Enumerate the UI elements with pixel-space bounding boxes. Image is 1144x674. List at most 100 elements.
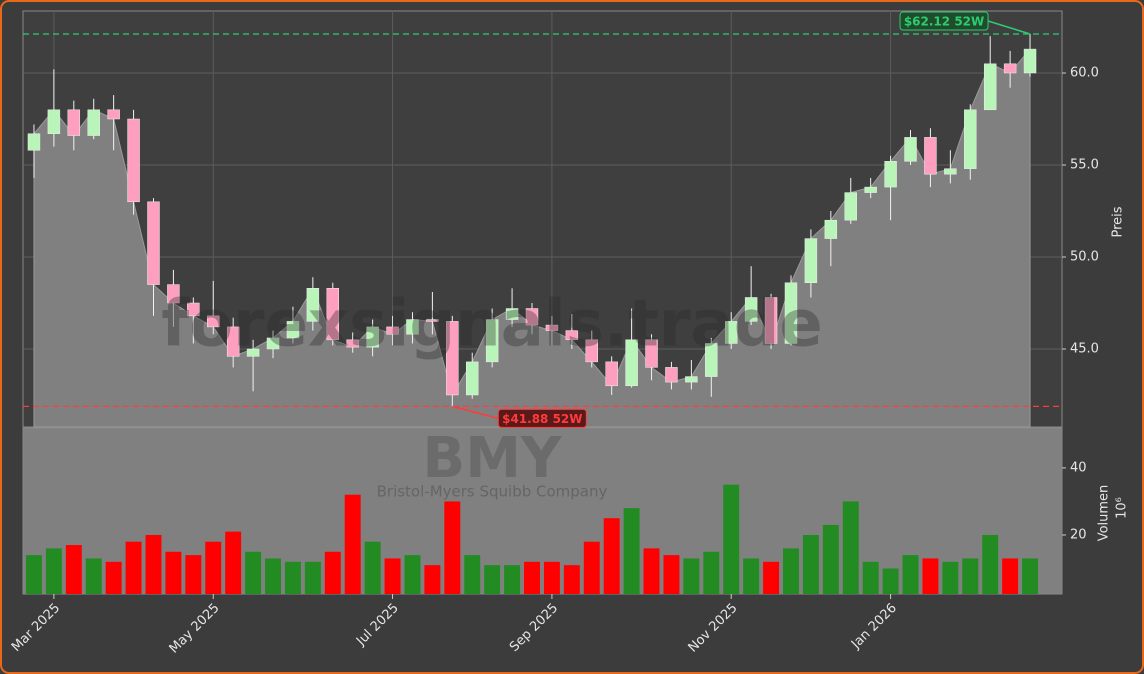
candle-body bbox=[246, 348, 260, 357]
candle-body bbox=[127, 118, 140, 203]
y-tick-label: 50.0 bbox=[1070, 249, 1099, 264]
candle-body bbox=[744, 297, 758, 322]
y-tick-label: 55.0 bbox=[1070, 157, 1099, 172]
volume-bar bbox=[205, 541, 222, 594]
candle-body bbox=[764, 297, 778, 344]
candle-body bbox=[804, 238, 818, 284]
volume-bar bbox=[862, 561, 879, 594]
candle-body bbox=[724, 321, 738, 344]
candle-body bbox=[505, 308, 519, 320]
candle-body bbox=[585, 339, 598, 363]
volume-bar bbox=[304, 561, 321, 594]
y2-unit: 10⁶ bbox=[1115, 497, 1130, 519]
candle-body bbox=[844, 192, 857, 221]
candle-body bbox=[67, 109, 81, 136]
candle-body bbox=[944, 168, 957, 175]
candle-body bbox=[386, 326, 399, 335]
volume-bar bbox=[842, 501, 859, 594]
volume-bar bbox=[45, 548, 62, 594]
volume-bar bbox=[404, 555, 421, 594]
volume-bar bbox=[464, 555, 481, 594]
y2-tick-label: 20 bbox=[1070, 527, 1087, 542]
candle-body bbox=[545, 324, 559, 331]
candle-body bbox=[665, 367, 678, 383]
candle-body bbox=[466, 361, 479, 396]
volume-bar bbox=[683, 558, 700, 594]
candle-body bbox=[207, 315, 220, 328]
y2-tick-label: 40 bbox=[1070, 460, 1087, 475]
candle-body bbox=[107, 109, 120, 120]
volume-bar bbox=[962, 558, 979, 594]
volume-bar bbox=[145, 534, 162, 594]
candle-body bbox=[884, 161, 897, 188]
annotation-label: $62.12 52W bbox=[904, 14, 984, 28]
candle-body bbox=[784, 282, 798, 344]
candle-body bbox=[426, 319, 439, 322]
volume-bar bbox=[165, 551, 182, 594]
volume-bar bbox=[85, 558, 102, 594]
volume-bar bbox=[563, 565, 580, 594]
candle-body bbox=[924, 137, 937, 175]
candle-body bbox=[286, 321, 300, 339]
volume-bar bbox=[902, 555, 919, 594]
volume-bar bbox=[344, 494, 361, 594]
volume-bar bbox=[783, 548, 799, 594]
candle-body bbox=[326, 288, 340, 341]
watermark: forexsignals.trade bbox=[161, 288, 823, 362]
volume-bar bbox=[763, 561, 780, 594]
candle-body bbox=[366, 326, 379, 348]
volume-bar bbox=[65, 545, 82, 594]
volume-bar bbox=[703, 551, 720, 594]
candle-body bbox=[1023, 48, 1037, 74]
volume-bar bbox=[524, 561, 540, 594]
candle-body bbox=[904, 137, 917, 162]
volume-bar bbox=[384, 558, 401, 594]
volume-bar bbox=[324, 551, 341, 594]
candle-body bbox=[187, 302, 200, 317]
y-tick-label: 45.0 bbox=[1070, 341, 1099, 356]
volume-bar bbox=[603, 518, 620, 594]
candle-body bbox=[167, 284, 180, 304]
volume-bar bbox=[663, 555, 680, 594]
volume-bar bbox=[543, 561, 560, 594]
volume-bar bbox=[105, 561, 122, 594]
volume-bar bbox=[25, 555, 42, 594]
y-axis-label: Preis bbox=[1111, 206, 1126, 237]
volume-bar bbox=[504, 565, 521, 594]
annotation-box bbox=[899, 11, 989, 31]
candle-body bbox=[864, 186, 877, 193]
volume-bar bbox=[185, 555, 202, 594]
annotation-arrow bbox=[987, 20, 1031, 35]
candle-body bbox=[147, 201, 160, 285]
annotation-box bbox=[497, 408, 587, 428]
volume-bar bbox=[284, 561, 301, 594]
candle-body bbox=[306, 288, 320, 322]
candle-body bbox=[824, 219, 838, 239]
volume-bar bbox=[364, 541, 381, 594]
volume-bar bbox=[583, 541, 600, 594]
volume-bar bbox=[802, 534, 819, 594]
candle-body bbox=[983, 63, 997, 111]
volume-bar bbox=[1002, 558, 1019, 594]
y2-axis-label: Volumen bbox=[1097, 485, 1112, 542]
volume-bar bbox=[882, 568, 899, 594]
candle-body bbox=[27, 133, 41, 151]
company-watermark: Bristol-Myers Squibb Company bbox=[377, 483, 608, 501]
candle-body bbox=[625, 339, 638, 387]
candle-body bbox=[266, 337, 280, 350]
annotation-label: $41.88 52W bbox=[502, 412, 582, 426]
candle-body bbox=[605, 361, 618, 387]
candle-body bbox=[565, 330, 579, 341]
volume-bar bbox=[623, 508, 640, 594]
y-tick-label: 60.0 bbox=[1070, 66, 1099, 81]
volume-bar bbox=[982, 534, 999, 594]
volume-bar bbox=[225, 531, 242, 594]
volume-bar bbox=[484, 565, 501, 594]
volume-bar bbox=[922, 558, 939, 594]
candle-body bbox=[485, 319, 499, 363]
candle-body bbox=[47, 109, 61, 134]
candle-body bbox=[645, 339, 658, 368]
volume-bar bbox=[424, 565, 441, 594]
